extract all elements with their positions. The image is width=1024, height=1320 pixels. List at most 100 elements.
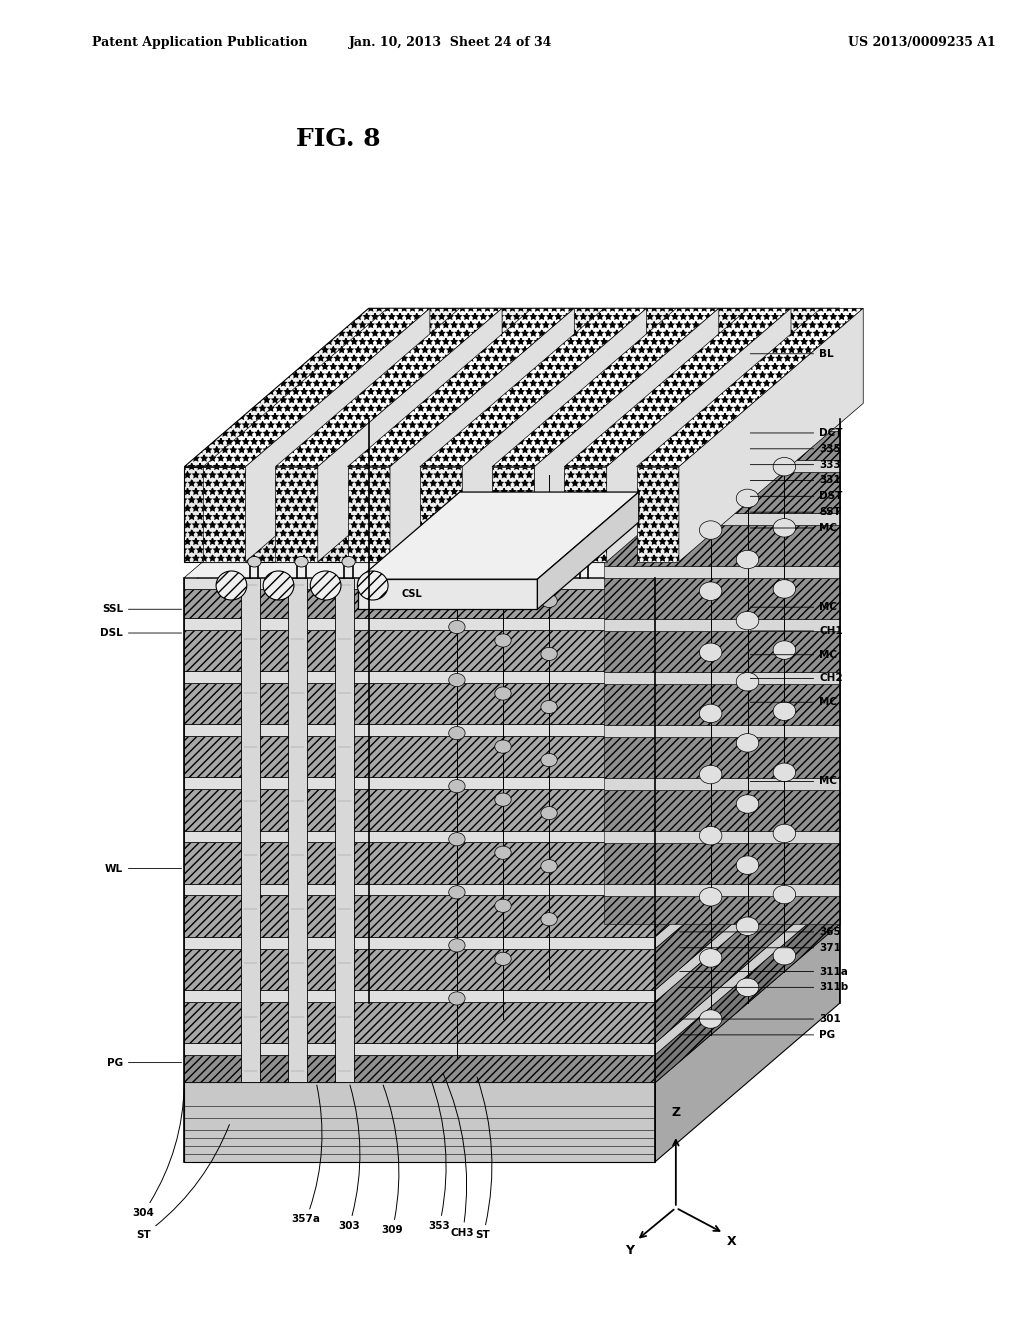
Polygon shape — [335, 578, 354, 1082]
Ellipse shape — [773, 579, 796, 598]
Ellipse shape — [495, 793, 511, 807]
Polygon shape — [203, 309, 430, 467]
Polygon shape — [604, 725, 840, 737]
Text: 304: 304 — [132, 1085, 184, 1218]
Text: 311b: 311b — [680, 982, 849, 993]
Polygon shape — [655, 924, 840, 1162]
Polygon shape — [184, 737, 655, 777]
Text: MC: MC — [751, 602, 838, 612]
Text: CH3: CH3 — [443, 1074, 474, 1238]
Polygon shape — [184, 467, 655, 562]
Polygon shape — [564, 467, 606, 562]
Polygon shape — [184, 631, 840, 789]
Polygon shape — [184, 1055, 655, 1082]
Polygon shape — [604, 779, 840, 791]
Polygon shape — [679, 309, 863, 562]
Polygon shape — [493, 467, 535, 562]
Ellipse shape — [773, 946, 796, 965]
Polygon shape — [604, 737, 840, 779]
Polygon shape — [655, 459, 840, 630]
Ellipse shape — [736, 550, 759, 569]
Polygon shape — [184, 884, 840, 1043]
Polygon shape — [184, 471, 840, 630]
Polygon shape — [604, 896, 840, 924]
Text: US 2013/0009235 A1: US 2013/0009235 A1 — [848, 36, 995, 49]
Text: 357a: 357a — [292, 1085, 322, 1225]
Polygon shape — [184, 1082, 655, 1162]
Polygon shape — [184, 618, 655, 630]
Ellipse shape — [495, 686, 511, 700]
Text: 333: 333 — [751, 459, 841, 470]
Ellipse shape — [248, 557, 261, 568]
Polygon shape — [184, 949, 655, 990]
Ellipse shape — [699, 1010, 722, 1028]
Text: PG: PG — [106, 1057, 181, 1068]
Ellipse shape — [541, 701, 557, 714]
Ellipse shape — [357, 572, 388, 601]
Ellipse shape — [699, 826, 722, 845]
Polygon shape — [184, 578, 840, 737]
Text: WL: WL — [104, 863, 181, 874]
Polygon shape — [655, 832, 840, 1002]
Ellipse shape — [699, 521, 722, 540]
Text: CH2: CH2 — [751, 673, 843, 684]
Text: FIG. 8: FIG. 8 — [296, 127, 380, 150]
Polygon shape — [655, 420, 840, 590]
Ellipse shape — [389, 557, 402, 568]
Polygon shape — [317, 309, 502, 562]
Text: MC: MC — [751, 697, 838, 708]
Polygon shape — [655, 513, 840, 684]
Ellipse shape — [699, 643, 722, 661]
Polygon shape — [184, 777, 655, 789]
Polygon shape — [538, 492, 639, 610]
Polygon shape — [655, 631, 840, 830]
Text: 331: 331 — [751, 475, 841, 486]
Polygon shape — [420, 309, 646, 467]
Polygon shape — [184, 937, 655, 949]
Polygon shape — [347, 467, 390, 562]
Ellipse shape — [773, 640, 796, 659]
Ellipse shape — [449, 886, 465, 899]
Polygon shape — [462, 309, 646, 562]
Ellipse shape — [773, 886, 796, 904]
Polygon shape — [604, 513, 840, 525]
Polygon shape — [184, 779, 840, 937]
Polygon shape — [655, 309, 840, 562]
Polygon shape — [655, 578, 840, 777]
Polygon shape — [655, 737, 840, 937]
Polygon shape — [184, 842, 655, 883]
Polygon shape — [184, 924, 840, 1082]
Ellipse shape — [342, 557, 355, 568]
Ellipse shape — [699, 704, 722, 722]
Polygon shape — [184, 525, 840, 684]
Polygon shape — [288, 578, 307, 1082]
Ellipse shape — [736, 855, 759, 874]
Ellipse shape — [541, 541, 557, 554]
Polygon shape — [358, 492, 639, 579]
Ellipse shape — [773, 458, 796, 477]
Ellipse shape — [449, 780, 465, 793]
Ellipse shape — [449, 939, 465, 952]
Polygon shape — [184, 590, 655, 618]
Polygon shape — [604, 619, 840, 631]
Polygon shape — [184, 832, 840, 990]
Polygon shape — [184, 737, 840, 895]
Text: DCT: DCT — [751, 428, 843, 438]
Text: SST: SST — [751, 507, 841, 517]
Polygon shape — [604, 420, 840, 432]
Ellipse shape — [495, 634, 511, 647]
Polygon shape — [390, 309, 574, 562]
Ellipse shape — [263, 572, 294, 601]
Text: DST: DST — [751, 491, 843, 502]
Ellipse shape — [310, 572, 341, 601]
Polygon shape — [604, 884, 840, 896]
Polygon shape — [241, 578, 260, 1082]
Polygon shape — [184, 896, 840, 1055]
Polygon shape — [655, 471, 840, 672]
Polygon shape — [655, 672, 840, 842]
Polygon shape — [184, 684, 655, 725]
Text: SSL: SSL — [101, 605, 181, 614]
Polygon shape — [655, 843, 840, 1043]
Polygon shape — [604, 566, 840, 578]
Ellipse shape — [495, 899, 511, 912]
